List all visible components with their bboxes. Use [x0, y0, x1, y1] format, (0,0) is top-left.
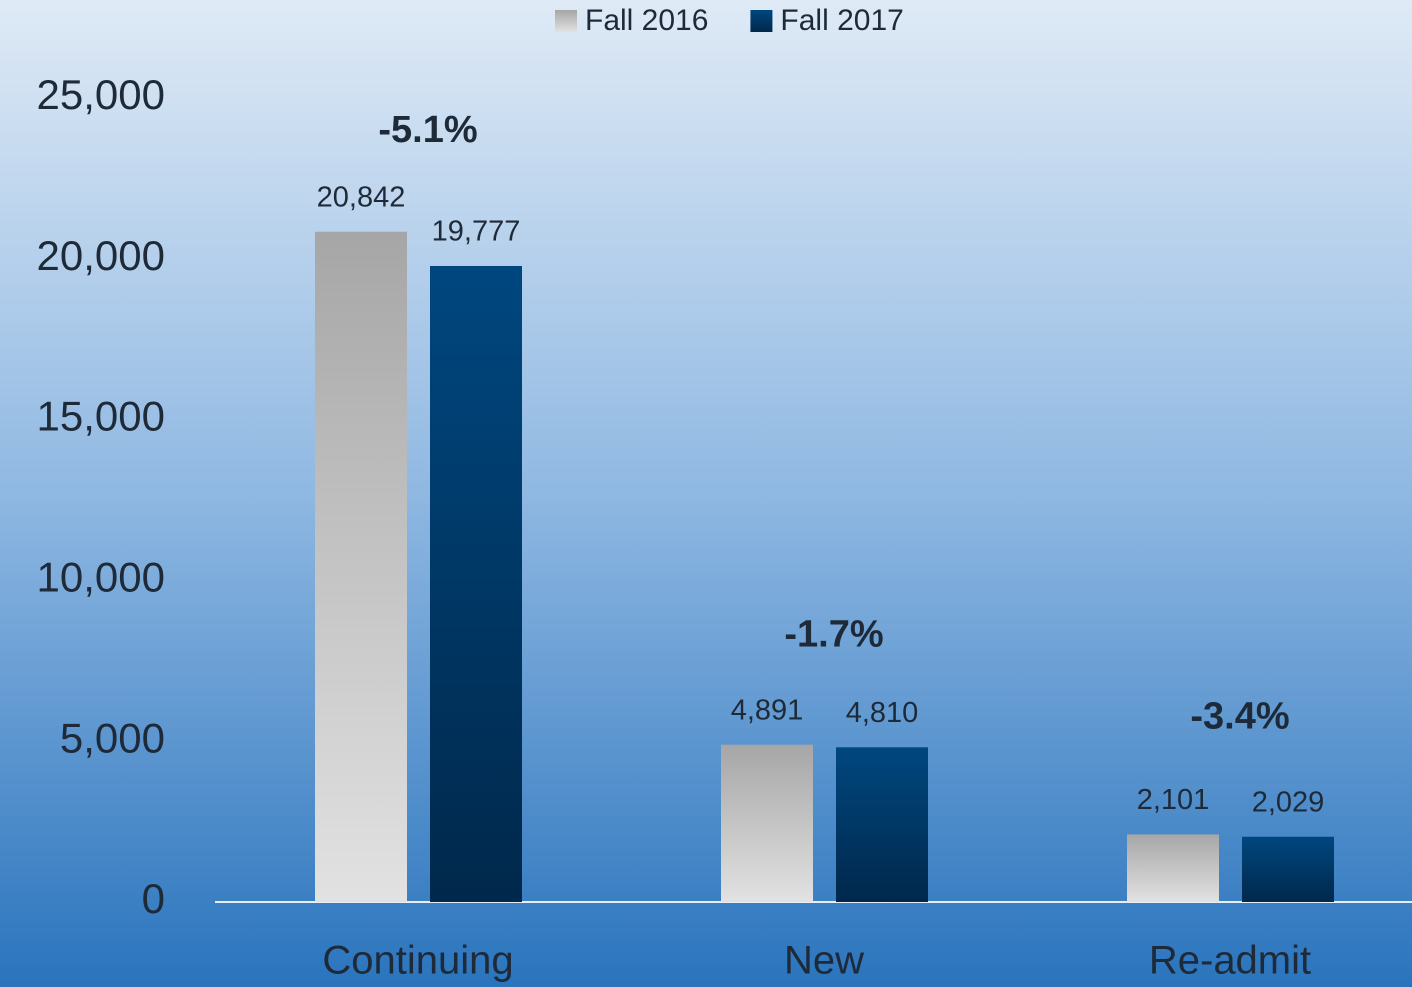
change-annotation: -3.4% — [1190, 695, 1289, 737]
y-tick-label: 10,000 — [37, 553, 165, 600]
legend-label: Fall 2016 — [585, 4, 708, 37]
legend-swatch — [750, 10, 773, 32]
legend-label: Fall 2017 — [780, 4, 903, 37]
value-label: 2,029 — [1252, 786, 1325, 818]
x-tick-label: Re-admit — [1149, 939, 1311, 983]
y-tick-label: 0 — [142, 875, 165, 922]
value-label: 19,777 — [432, 216, 521, 248]
value-label: 20,842 — [317, 181, 406, 213]
bar — [430, 265, 522, 902]
x-tick-label: New — [784, 939, 864, 983]
value-label: 4,891 — [731, 694, 804, 726]
y-tick-label: 5,000 — [60, 714, 165, 761]
bar — [1242, 836, 1334, 902]
bar — [315, 231, 407, 902]
y-tick-label: 15,000 — [37, 393, 165, 440]
change-annotation: -5.1% — [378, 109, 477, 151]
bar — [721, 744, 813, 902]
y-tick-label: 20,000 — [37, 232, 165, 279]
value-label: 2,101 — [1137, 784, 1210, 816]
legend-swatch — [555, 10, 577, 32]
value-label: 4,810 — [846, 697, 919, 729]
bar — [836, 747, 928, 902]
y-tick-label: 25,000 — [37, 71, 165, 118]
bar — [1127, 834, 1219, 902]
change-annotation: -1.7% — [784, 614, 883, 656]
x-tick-label: Continuing — [322, 939, 513, 983]
